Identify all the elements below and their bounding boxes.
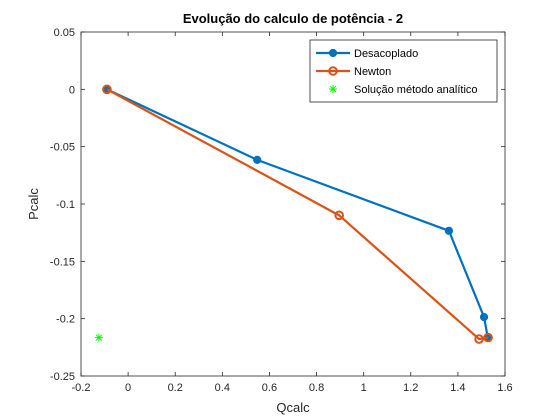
legend-item: Desacoplado [316, 48, 418, 60]
legend-label: Solução método analítico [354, 84, 478, 96]
series-layer [94, 84, 493, 344]
legend-label: Desacoplado [354, 48, 418, 60]
x-tick-label: 1.2 [403, 382, 418, 394]
x-tick-label: 0.8 [309, 382, 324, 394]
series-2 [94, 333, 103, 342]
asterisk-stroke [95, 334, 103, 341]
legend-label: Newton [354, 66, 391, 78]
legend: Desacoplado Newton Solução método analític… [309, 39, 498, 103]
legend-item: Solução método analítico [329, 84, 478, 96]
legend-marker [329, 85, 337, 93]
y-tick-label: -0.25 [50, 371, 75, 383]
y-tick-label: 0 [69, 84, 75, 96]
data-point [444, 226, 454, 235]
data-point [474, 334, 484, 344]
asterisk-stroke [329, 85, 337, 93]
chart-title: Evolução do calculo de potência - 2 [183, 11, 403, 26]
data-point [334, 210, 344, 221]
data-point [102, 84, 112, 95]
data-point [479, 312, 489, 322]
x-axis-label: Qcalc [276, 400, 310, 415]
x-tick-label: 1.6 [497, 382, 512, 394]
series-0 [102, 85, 492, 342]
y-tick-label: -0.15 [50, 256, 75, 268]
x-tick-label: 1.4 [450, 382, 465, 394]
legend-item: Newton [316, 66, 391, 78]
x-tick-label: 1 [361, 382, 367, 394]
x-tick-label: 0.2 [168, 382, 183, 394]
x-tick-label: 0.6 [262, 382, 277, 394]
series-1 [102, 84, 493, 344]
ticks-layer: -0.2 0 0.2 0.4 0.6 0.8 1 1.2 1.4 1.6-0.25-0.2-0.1… [50, 27, 513, 394]
data-point [253, 155, 262, 164]
legend-marker [328, 48, 338, 58]
x-tick-label: 0 [125, 382, 131, 394]
data-point [483, 332, 493, 343]
y-tick-label: 0.05 [54, 27, 75, 39]
y-tick-label: -0.2 [56, 314, 75, 326]
y-tick-label: -0.05 [50, 142, 75, 154]
legend-marker [328, 66, 338, 76]
x-tick-label: 0.4 [215, 382, 230, 394]
y-axis-label: Pcalc [26, 188, 41, 220]
y-tick-label: -0.1 [56, 199, 75, 211]
data-point [94, 333, 103, 342]
x-tick-label: -0.2 [72, 382, 91, 394]
